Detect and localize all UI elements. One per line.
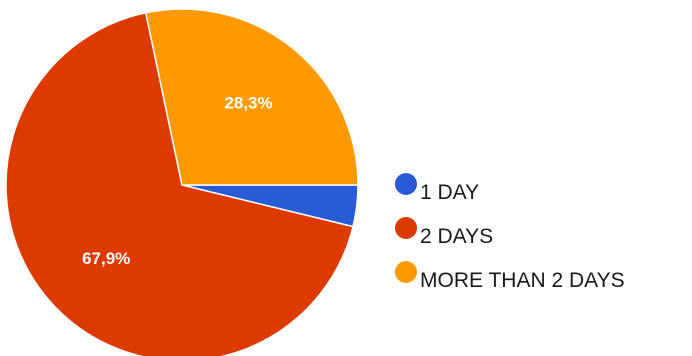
legend-marker-2-days: [395, 217, 417, 239]
slice-label-more-than-2-days: 28,3%: [224, 94, 272, 113]
pie-slices: [5, 8, 359, 356]
legend: 1 DAY 2 DAYS MORE THAN 2 DAYS: [395, 173, 625, 292]
legend-label-2-days: 2 DAYS: [420, 225, 493, 248]
legend-marker-1-day: [395, 173, 417, 195]
legend-label-1-day: 1 DAY: [420, 181, 479, 204]
pie-slice-more-than-2-days: [145, 8, 359, 186]
legend-label-more-than-2-days: MORE THAN 2 DAYS: [420, 269, 625, 292]
slice-label-2-days: 67,9%: [82, 249, 130, 268]
legend-marker-more-than-2-days: [395, 261, 417, 283]
pie-slice-2-days: [5, 12, 354, 356]
pie-slice-labels: 67,9% 28,3%: [82, 94, 273, 269]
